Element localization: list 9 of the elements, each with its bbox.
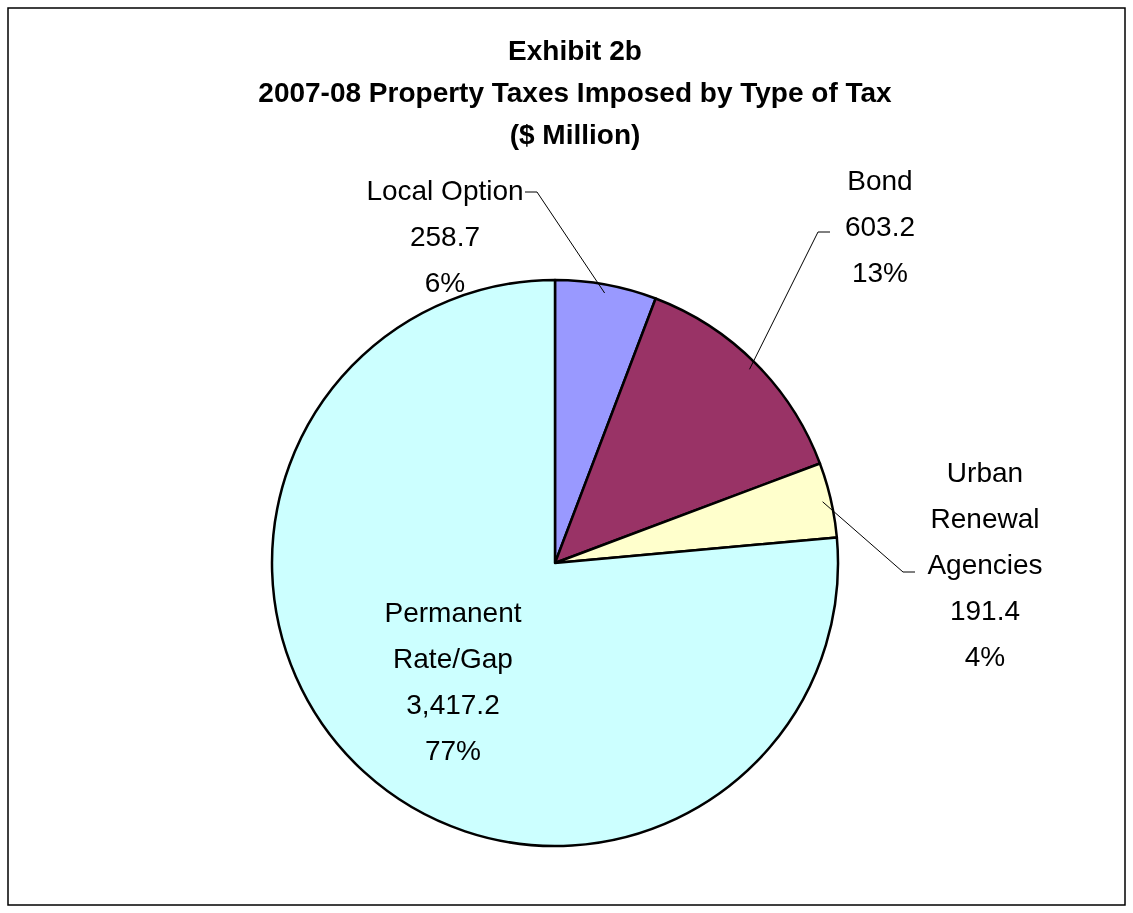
slice-label: Urban Renewal Agencies bbox=[927, 457, 1043, 580]
data-label: 603.2 13% bbox=[844, 211, 916, 288]
slice-label: Bond bbox=[847, 165, 913, 196]
chart-title: Exhibit 2b 2007-08 Property Taxes Imposed by Type of Tax ($ Million) bbox=[258, 35, 893, 150]
slice-label: Local Option bbox=[366, 175, 524, 206]
data-label: 3,417.2 77% bbox=[406, 689, 500, 766]
slice-label: Permanent Rate/Gap bbox=[384, 597, 522, 674]
data-label: 258.7 6% bbox=[409, 221, 481, 298]
data-label: 191.4 4% bbox=[949, 595, 1021, 672]
